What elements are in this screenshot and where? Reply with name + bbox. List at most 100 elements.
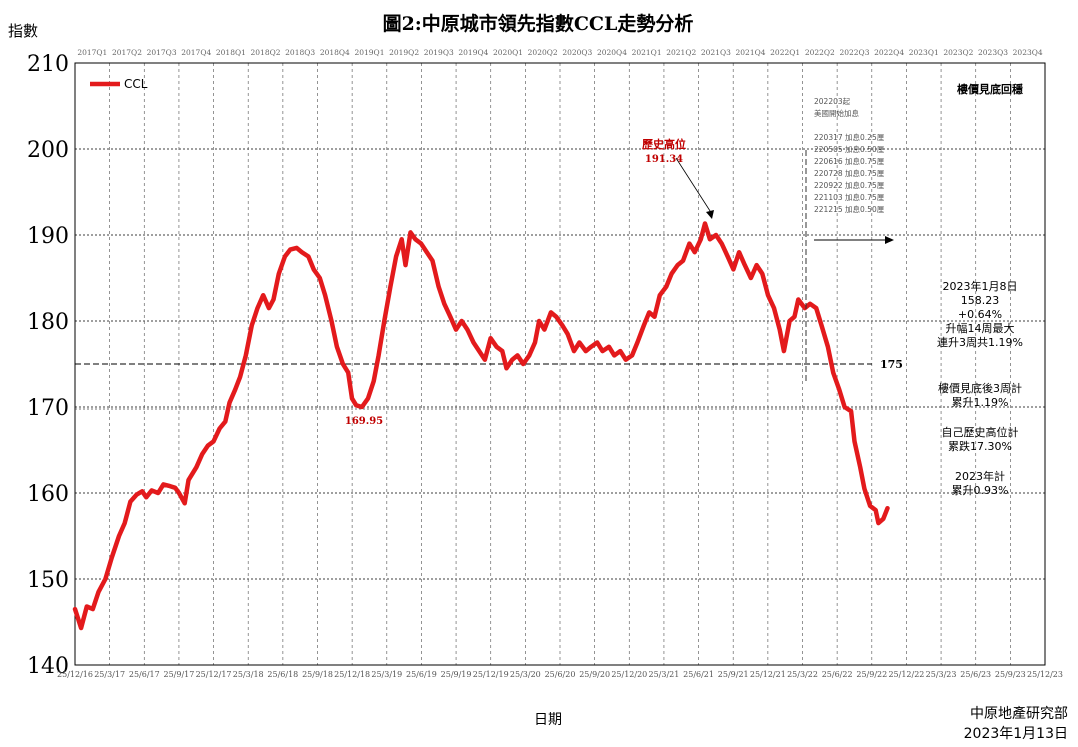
quarter-label: 2018Q1 (216, 48, 246, 57)
note-line: 累升0.93% (952, 484, 1009, 497)
quarter-label: 2017Q1 (77, 48, 107, 57)
trough-value: 169.95 (345, 416, 383, 427)
note-line: +0.64% (958, 308, 1002, 321)
peak-label: 歷史高位 (642, 137, 686, 151)
quarter-label: 2020Q1 (493, 48, 523, 57)
quarter-label: 2022Q4 (874, 48, 904, 57)
quarter-label: 2022Q3 (839, 48, 869, 57)
note-line: 158.23 (961, 294, 1000, 307)
quarter-label: 2021Q1 (632, 48, 662, 57)
x-tick-label: 25/12/16 (57, 670, 93, 679)
quarter-label: 2017Q3 (147, 48, 177, 57)
quarter-label: 2017Q4 (181, 48, 211, 57)
peak-annotation: 歷史高位 191.34 (642, 137, 714, 219)
x-tick-label: 25/6/22 (822, 670, 853, 679)
x-tick-label: 25/9/19 (441, 670, 472, 679)
y-tick-label: 160 (27, 482, 69, 507)
quarter-label: 2021Q3 (701, 48, 731, 57)
note-line: 自己歷史高位計 (942, 425, 1019, 439)
x-tick-label: 25/6/20 (545, 670, 576, 679)
x-tick-labels: 25/12/16 25/3/17 25/6/17 25/9/17 25/12/17 25/… (57, 670, 1063, 679)
peak-arrow (675, 157, 713, 215)
quarter-label: 2020Q4 (597, 48, 627, 57)
peak-value: 191.34 (645, 154, 683, 165)
rate-line: 美國開始加息 (814, 108, 859, 118)
rate-line: 202203起 (814, 97, 851, 106)
x-tick-label: 25/9/17 (164, 670, 195, 679)
rate-line: 220616 加息0.75厘 (814, 156, 885, 166)
x-tick-label: 25/9/20 (579, 670, 610, 679)
chart-title: 圖2:中原城市領先指數CCL走勢分析 (383, 12, 694, 35)
x-tick-label: 25/3/19 (371, 670, 402, 679)
x-tick-label: 25/6/17 (129, 670, 160, 679)
latest-reading-note: 2023年1月8日 158.23 +0.64% 升幅14周最大 連升3周共1.1… (937, 279, 1023, 349)
rate-hike-box: 202203起 美國開始加息 220317 加息0.25厘 220505 加息0… (805, 97, 894, 382)
note-line: 升幅14周最大 (946, 321, 1015, 335)
rate-line: 220728 加息0.75厘 (814, 168, 885, 178)
ytd-note: 2023年計 累升0.93% (952, 469, 1009, 497)
peak-arrowhead (706, 210, 714, 219)
from-peak-note: 自己歷史高位計 累跌17.30% (942, 425, 1019, 453)
x-tick-label: 25/3/20 (510, 670, 541, 679)
quarter-label: 2018Q2 (251, 48, 281, 57)
x-tick-label: 25/6/18 (267, 670, 298, 679)
quarter-label: 2020Q3 (562, 48, 592, 57)
y-tick-label: 200 (27, 138, 69, 163)
quarter-label: 2019Q4 (458, 48, 488, 57)
x-axis-title: 日期 (534, 712, 562, 728)
y-tick-labels: 140 150 160 170 180 190 200 210 (27, 52, 69, 679)
legend-label-ccl: CCL (124, 77, 148, 91)
x-tick-label: 25/9/22 (856, 670, 887, 679)
trend-arrowhead (885, 236, 894, 244)
x-tick-label: 25/9/18 (302, 670, 333, 679)
y-axis-title: 指數 (8, 22, 38, 40)
y-tick-label: 210 (27, 52, 69, 77)
quarter-label: 2017Q2 (112, 48, 142, 57)
x-tick-label: 25/3/22 (787, 670, 818, 679)
quarter-label: 2020Q2 (528, 48, 558, 57)
x-tick-label: 25/6/19 (406, 670, 437, 679)
quarter-label: 2021Q2 (666, 48, 696, 57)
note-line: 累升1.19% (952, 396, 1009, 409)
note-line: 累跌17.30% (948, 439, 1012, 453)
quarter-label: 2022Q1 (770, 48, 800, 57)
recovery-note: 樓價見底回穩 (957, 82, 1023, 96)
x-tick-label: 25/3/17 (94, 670, 125, 679)
x-tick-label: 25/12/23 (1027, 670, 1063, 679)
quarter-label: 2019Q1 (354, 48, 384, 57)
quarter-label: 2018Q4 (320, 48, 350, 57)
ccl-series-line (72, 221, 890, 631)
x-tick-label: 25/12/19 (473, 670, 509, 679)
quarter-label: 2019Q2 (389, 48, 419, 57)
x-tick-label: 25/12/21 (750, 670, 786, 679)
note-line: 2023年1月8日 (943, 279, 1018, 293)
quarter-label: 2023Q3 (978, 48, 1008, 57)
x-tick-label: 25/12/18 (334, 670, 370, 679)
quarter-label: 2018Q3 (285, 48, 315, 57)
quarter-label: 2023Q1 (909, 48, 939, 57)
x-tick-label: 25/12/22 (888, 670, 924, 679)
x-tick-label: 25/9/23 (995, 670, 1026, 679)
note-line: 樓價見底後3周計 (938, 381, 1022, 395)
y-tick-label: 180 (27, 310, 69, 335)
x-tick-label: 25/12/20 (611, 670, 647, 679)
y-tick-label: 140 (27, 654, 69, 679)
x-tick-label: 25/3/23 (926, 670, 957, 679)
quarter-label: 2023Q2 (943, 48, 973, 57)
x-tick-label: 25/3/21 (649, 670, 680, 679)
rate-line: 220317 加息0.25厘 (814, 132, 885, 142)
reference-line-label: 175 (880, 358, 903, 371)
y-tick-label: 170 (27, 396, 69, 421)
rate-line: 221103 加息0.75厘 (814, 192, 885, 202)
quarter-labels: 2017Q1 2017Q2 2017Q3 2017Q4 2018Q1 2018Q2 2018… (77, 48, 1043, 57)
since-bottom-note: 樓價見底後3周計 累升1.19% (938, 381, 1022, 409)
rate-line: 220922 加息0.75厘 (814, 180, 885, 190)
note-line: 2023年計 (955, 469, 1005, 483)
legend: CCL (90, 77, 148, 91)
quarter-label: 2019Q3 (424, 48, 454, 57)
quarter-label: 2023Q4 (1013, 48, 1043, 57)
x-tick-label: 25/9/21 (718, 670, 749, 679)
rate-line: 220505 加息0.50厘 (814, 144, 885, 154)
quarter-label: 2022Q2 (805, 48, 835, 57)
